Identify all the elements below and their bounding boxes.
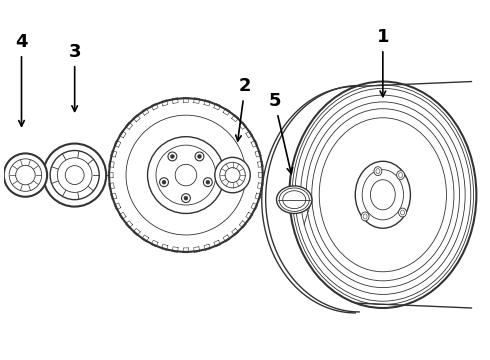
Circle shape	[43, 144, 106, 207]
Ellipse shape	[374, 167, 382, 176]
Text: 5: 5	[269, 92, 293, 174]
Ellipse shape	[361, 212, 369, 221]
Circle shape	[184, 196, 188, 200]
Text: 3: 3	[69, 43, 81, 111]
Circle shape	[168, 152, 177, 161]
Circle shape	[147, 137, 224, 213]
Ellipse shape	[398, 208, 407, 217]
Circle shape	[195, 152, 204, 161]
Circle shape	[203, 178, 212, 186]
Ellipse shape	[398, 172, 402, 177]
Ellipse shape	[376, 169, 380, 174]
Circle shape	[175, 164, 196, 186]
Circle shape	[197, 154, 201, 158]
Circle shape	[160, 178, 169, 186]
Circle shape	[109, 98, 263, 252]
Circle shape	[162, 180, 166, 184]
Circle shape	[206, 180, 210, 184]
Ellipse shape	[400, 210, 405, 215]
Circle shape	[181, 194, 190, 203]
Text: 2: 2	[236, 77, 251, 141]
Text: 4: 4	[15, 33, 28, 126]
Ellipse shape	[276, 186, 312, 213]
Ellipse shape	[363, 214, 367, 219]
Circle shape	[4, 153, 47, 197]
Text: 1: 1	[377, 28, 389, 96]
Circle shape	[171, 154, 174, 158]
Ellipse shape	[396, 171, 405, 180]
Circle shape	[215, 157, 250, 193]
